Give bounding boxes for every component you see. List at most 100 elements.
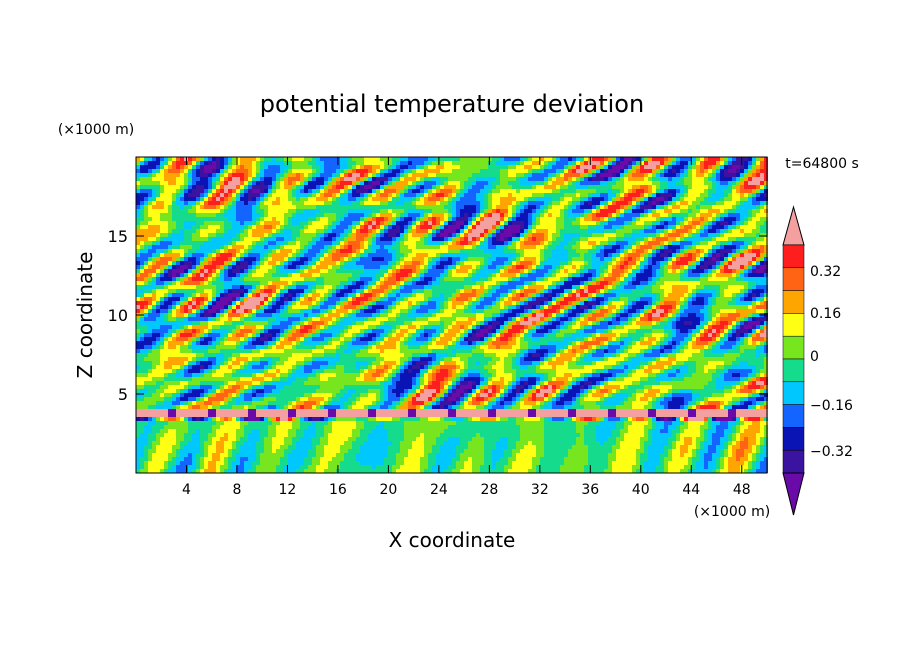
field-cell bbox=[236, 205, 240, 209]
field-cell bbox=[756, 221, 760, 225]
field-cell bbox=[196, 169, 200, 173]
field-cell bbox=[440, 277, 444, 281]
field-cell bbox=[196, 281, 200, 285]
field-cell bbox=[704, 201, 708, 205]
field-cell bbox=[376, 173, 380, 177]
field-cell bbox=[428, 181, 432, 185]
field-cell bbox=[564, 253, 568, 257]
field-cell bbox=[612, 161, 616, 165]
field-cell bbox=[516, 277, 520, 281]
field-cell bbox=[200, 269, 204, 273]
field-cell bbox=[368, 181, 372, 185]
field-cell bbox=[264, 269, 268, 273]
field-cell bbox=[704, 233, 708, 237]
field-cell bbox=[260, 173, 264, 177]
field-cell bbox=[388, 273, 392, 277]
field-cell bbox=[204, 269, 208, 273]
field-cell bbox=[292, 281, 296, 285]
field-cell bbox=[656, 169, 660, 173]
field-cell bbox=[764, 257, 768, 261]
field-cell bbox=[352, 265, 356, 269]
field-cell bbox=[396, 177, 400, 181]
field-cell bbox=[444, 185, 448, 189]
field-cell bbox=[160, 277, 164, 281]
field-cell bbox=[740, 245, 744, 249]
field-cell bbox=[328, 229, 332, 233]
field-cell bbox=[520, 265, 524, 269]
field-cell bbox=[548, 161, 552, 165]
field-cell bbox=[260, 281, 264, 285]
field-cell bbox=[284, 273, 288, 277]
field-cell bbox=[512, 181, 516, 185]
field-cell bbox=[448, 165, 452, 169]
field-cell bbox=[400, 209, 404, 213]
field-cell bbox=[404, 233, 408, 237]
field-cell bbox=[540, 173, 544, 177]
field-cell bbox=[456, 229, 460, 233]
field-cell bbox=[408, 217, 412, 221]
field-cell bbox=[512, 253, 516, 257]
field-cell bbox=[408, 233, 412, 237]
field-cell bbox=[596, 273, 600, 277]
field-cell bbox=[704, 165, 708, 169]
field-cell bbox=[156, 237, 160, 241]
field-cell bbox=[160, 245, 164, 249]
field-cell bbox=[488, 269, 492, 273]
field-cell bbox=[528, 161, 532, 165]
field-cell bbox=[512, 213, 516, 217]
field-cell bbox=[320, 245, 324, 249]
field-cell bbox=[432, 193, 436, 197]
field-cell bbox=[212, 157, 216, 161]
field-cell bbox=[600, 185, 604, 189]
field-cell bbox=[440, 185, 444, 189]
field-cell bbox=[300, 257, 304, 261]
field-cell bbox=[312, 217, 316, 221]
field-cell bbox=[180, 257, 184, 261]
field-cell bbox=[436, 205, 440, 209]
field-cell bbox=[344, 277, 348, 281]
field-cell bbox=[576, 173, 580, 177]
field-cell bbox=[532, 265, 536, 269]
field-cell bbox=[340, 241, 344, 245]
field-cell bbox=[208, 253, 212, 257]
field-cell bbox=[612, 249, 616, 253]
field-cell bbox=[588, 209, 592, 213]
field-cell bbox=[760, 165, 764, 169]
field-cell bbox=[456, 161, 460, 165]
field-cell bbox=[540, 225, 544, 229]
field-cell bbox=[724, 205, 728, 209]
field-cell bbox=[176, 173, 180, 177]
field-cell bbox=[164, 165, 168, 169]
field-cell bbox=[476, 233, 480, 237]
field-cell bbox=[220, 257, 224, 261]
field-cell bbox=[240, 265, 244, 269]
field-cell bbox=[136, 225, 140, 229]
field-cell bbox=[480, 253, 484, 257]
field-cell bbox=[568, 185, 572, 189]
field-cell bbox=[716, 233, 720, 237]
field-cell bbox=[320, 277, 324, 281]
field-cell bbox=[620, 209, 624, 213]
field-cell bbox=[364, 281, 368, 285]
field-cell bbox=[256, 193, 260, 197]
field-cell bbox=[452, 225, 456, 229]
field-cell bbox=[268, 221, 272, 225]
field-cell bbox=[244, 213, 248, 217]
field-cell bbox=[436, 245, 440, 249]
field-cell bbox=[620, 229, 624, 233]
field-cell bbox=[624, 209, 628, 213]
field-cell bbox=[332, 209, 336, 213]
field-cell bbox=[384, 221, 388, 225]
field-cell bbox=[284, 161, 288, 165]
field-cell bbox=[532, 209, 536, 213]
field-cell bbox=[408, 181, 412, 185]
field-cell bbox=[192, 277, 196, 281]
field-cell bbox=[140, 277, 144, 281]
field-cell bbox=[560, 157, 564, 161]
field-cell bbox=[744, 257, 748, 261]
field-cell bbox=[488, 193, 492, 197]
field-cell bbox=[464, 193, 468, 197]
field-cell bbox=[616, 177, 620, 181]
field-cell bbox=[428, 209, 432, 213]
field-cell bbox=[764, 233, 768, 237]
